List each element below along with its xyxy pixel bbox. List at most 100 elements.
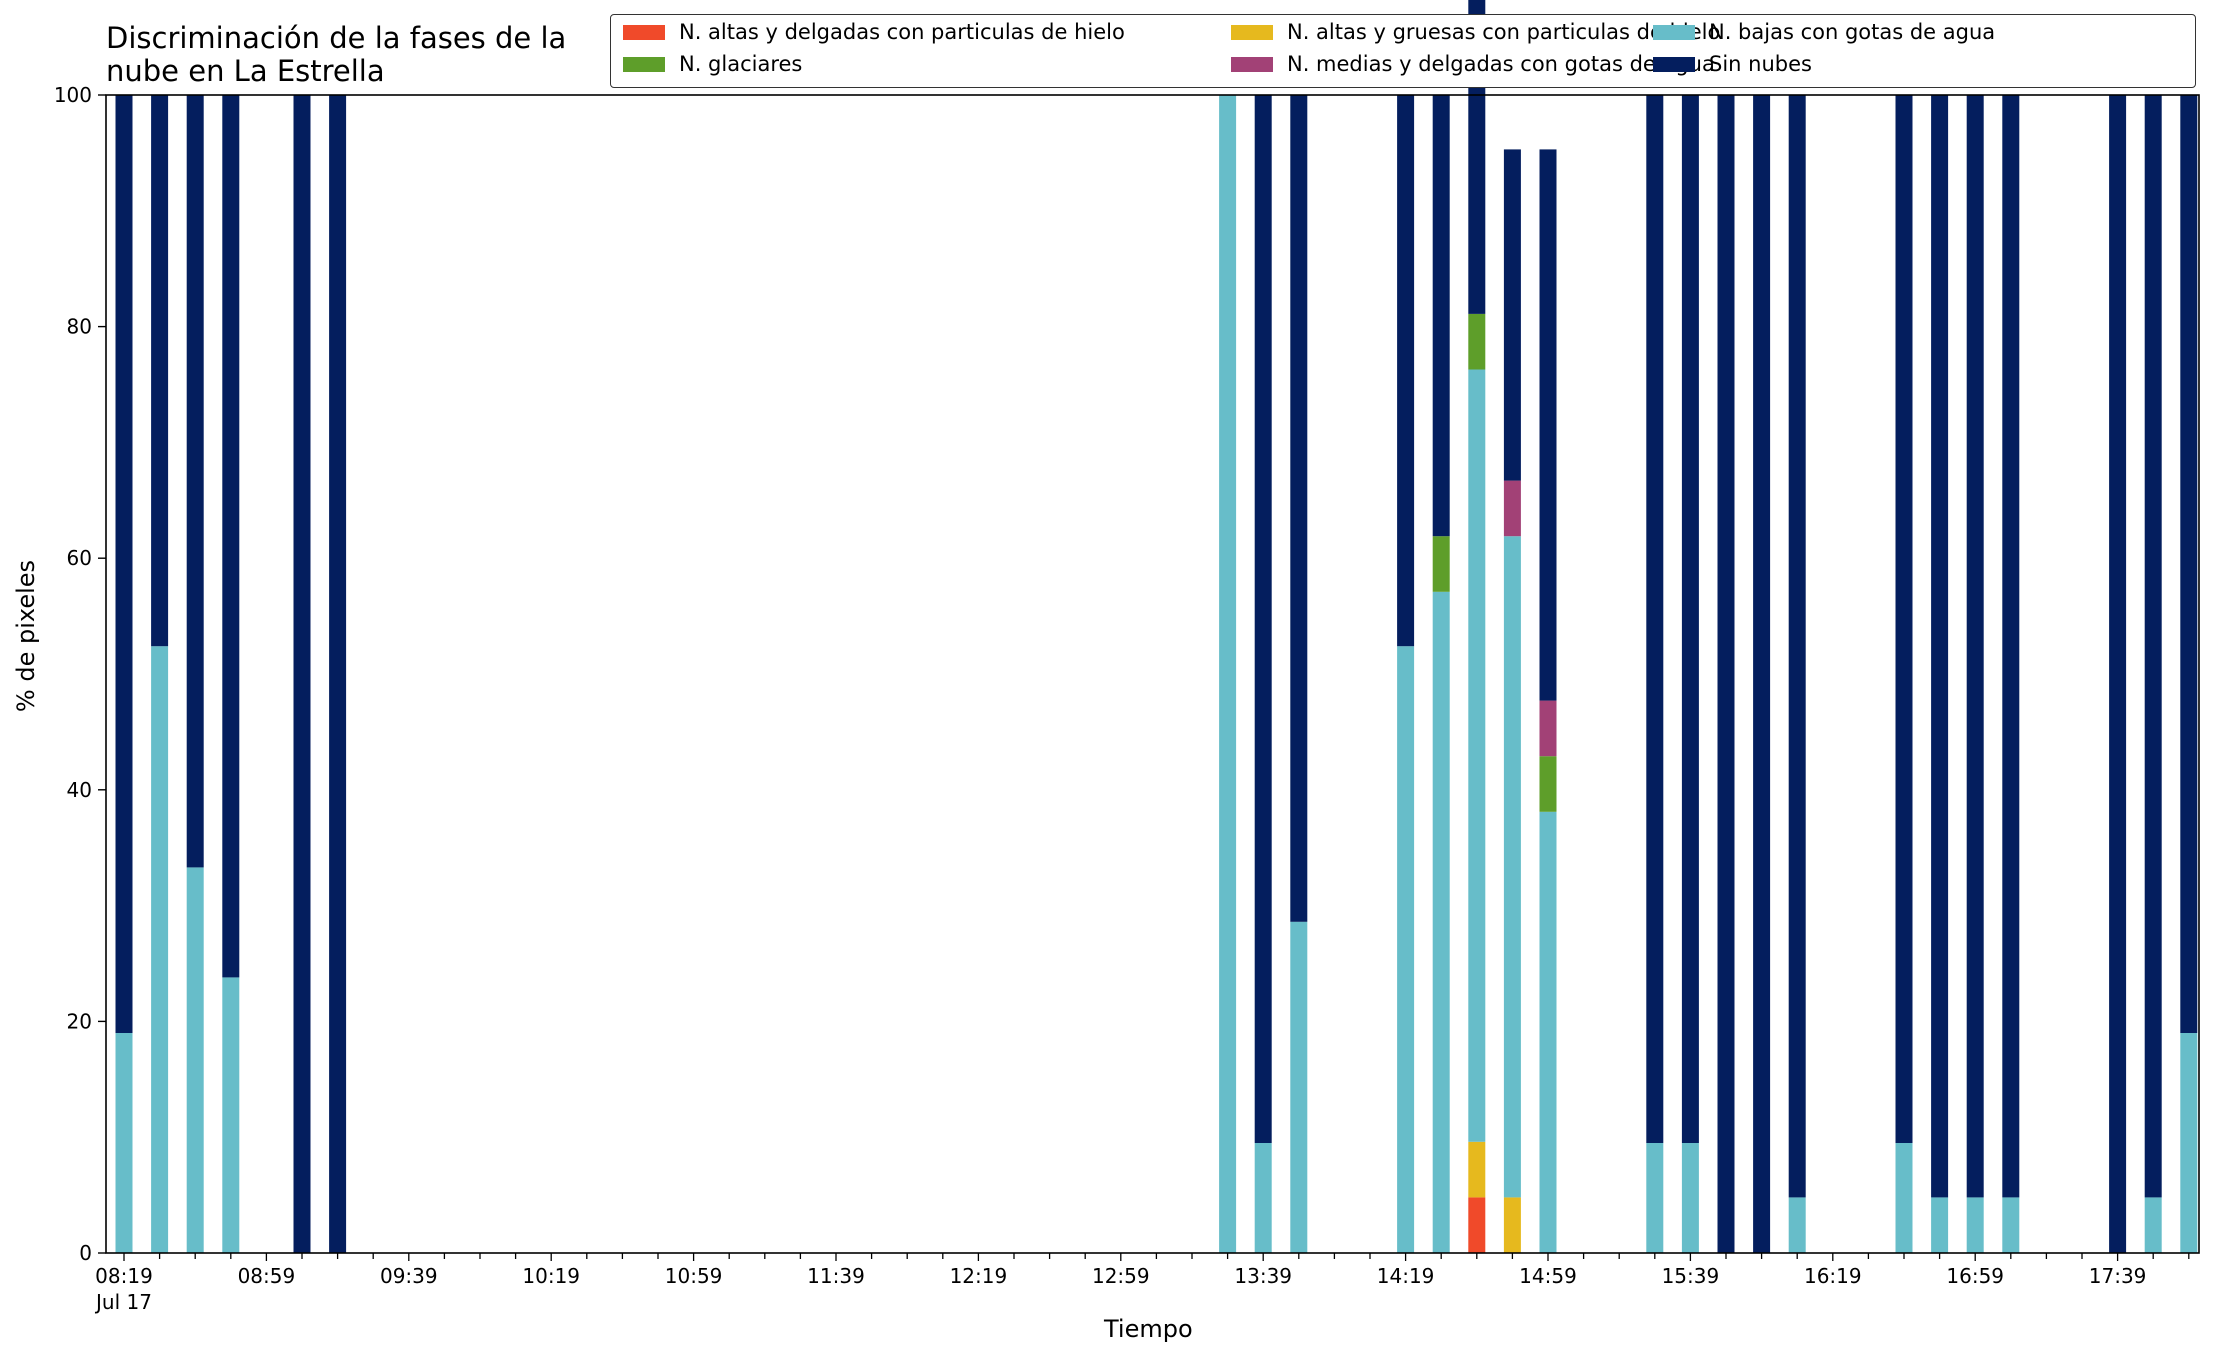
bar-segment-08:29-series-5 — [151, 95, 169, 647]
bar-segment-16:39-series-5 — [1895, 95, 1913, 1143]
legend-swatch-1 — [1231, 24, 1273, 40]
bar-segment-15:29-series-2 — [1646, 1143, 1664, 1253]
legend-label-2: N. bajas con gotas de agua — [1709, 20, 1996, 44]
legend-item-3: N. glaciares — [623, 52, 802, 76]
y-tick-label-60: 60 — [67, 546, 92, 570]
bar-segment-14:39-series-2 — [1468, 369, 1486, 1142]
bar-segment-14:49-series-1 — [1503, 1197, 1521, 1253]
chart-title: Discriminación de la fases de la nube en… — [106, 21, 567, 88]
bar-segment-14:49-series-2 — [1503, 536, 1521, 1198]
bar-segment-16:59-series-5 — [1966, 95, 1984, 1198]
legend-label-4: N. medias y delgadas con gotas de agua — [1287, 52, 1715, 76]
bar-segment-14:29-series-3 — [1432, 536, 1450, 592]
y-axis: 0 20 40 60 80 100 — [54, 83, 106, 1265]
legend-label-1: N. altas y gruesas con particulas de hie… — [1287, 20, 1721, 44]
bar-segment-17:49-series-5 — [2144, 95, 2162, 1198]
x-tick-sublabel: Jul 17 — [94, 1290, 152, 1314]
bar-segment-15:59-series-5 — [1753, 95, 1771, 1253]
bar-segment-17:39-series-5 — [2109, 95, 2127, 1253]
x-tick-label-08:19: 08:19 — [95, 1264, 153, 1288]
bar-segment-15:39-series-2 — [1681, 1143, 1699, 1253]
x-tick-label-17:39: 17:39 — [2089, 1264, 2147, 1288]
x-tick-label-08:59: 08:59 — [238, 1264, 296, 1288]
bar-segment-16:49-series-2 — [1931, 1197, 1949, 1253]
legend-item-5: Sin nubes — [1653, 52, 1812, 76]
bar-segment-08:19-series-5 — [115, 95, 133, 1033]
x-tick-label-14:19: 14:19 — [1377, 1264, 1435, 1288]
x-tick-label-12:59: 12:59 — [1092, 1264, 1150, 1288]
bar-segment-17:09-series-2 — [2002, 1197, 2020, 1253]
legend-item-1: N. altas y gruesas con particulas de hie… — [1231, 20, 1720, 44]
bar-segment-16:49-series-5 — [1931, 95, 1949, 1198]
bar-segment-14:39-series-3 — [1468, 313, 1486, 370]
legend-swatch-3 — [623, 56, 665, 72]
bar-segment-14:49-series-4 — [1503, 480, 1521, 537]
bar-segment-16:39-series-2 — [1895, 1143, 1913, 1253]
bar-segment-08:39-series-2 — [186, 867, 204, 1253]
x-tick-label-16:59: 16:59 — [1946, 1264, 2004, 1288]
x-tick-label-12:19: 12:19 — [950, 1264, 1008, 1288]
legend-item-0: N. altas y delgadas con particulas de hi… — [623, 20, 1125, 44]
x-axis-label: Tiempo — [1104, 1315, 1193, 1343]
legend-item-2: N. bajas con gotas de agua — [1653, 20, 1995, 44]
plot-frame — [105, 94, 2200, 1254]
bar-segment-17:49-series-2 — [2144, 1197, 2162, 1253]
x-tick-label-10:19: 10:19 — [522, 1264, 580, 1288]
bars-layer — [115, 0, 2198, 1253]
bar-segment-08:49-series-5 — [222, 95, 240, 978]
bar-segment-15:49-series-5 — [1717, 95, 1735, 1253]
x-tick-label-16:19: 16:19 — [1804, 1264, 1862, 1288]
bar-segment-14:29-series-5 — [1432, 95, 1450, 537]
x-tick-label-13:39: 13:39 — [1234, 1264, 1292, 1288]
bar-segment-13:49-series-5 — [1290, 95, 1308, 922]
bar-segment-08:29-series-2 — [151, 646, 169, 1253]
x-tick-label-15:39: 15:39 — [1662, 1264, 1720, 1288]
legend-swatch-4 — [1231, 56, 1273, 72]
bar-segment-09:19-series-5 — [329, 95, 347, 1253]
x-tick-label-11:39: 11:39 — [807, 1264, 865, 1288]
bar-segment-08:19-series-2 — [115, 1033, 133, 1253]
bar-segment-13:39-series-5 — [1254, 95, 1272, 1143]
bar-segment-09:09-series-5 — [293, 95, 311, 1253]
y-axis-label: % de pixeles — [12, 559, 40, 713]
bar-segment-14:59-series-5 — [1539, 149, 1557, 701]
legend-label-3: N. glaciares — [679, 52, 803, 76]
bar-segment-15:29-series-5 — [1646, 95, 1664, 1143]
y-tick-label-20: 20 — [67, 1009, 92, 1033]
legend-swatch-0 — [623, 24, 665, 40]
y-tick-label-40: 40 — [67, 778, 92, 802]
y-tick-label-100: 100 — [54, 83, 92, 107]
x-tick-label-10:59: 10:59 — [665, 1264, 723, 1288]
y-tick-label-0: 0 — [79, 1241, 92, 1265]
bar-segment-14:19-series-5 — [1397, 95, 1415, 647]
bar-segment-14:49-series-5 — [1503, 149, 1521, 481]
bar-segment-08:39-series-5 — [186, 95, 204, 868]
bar-segment-13:39-series-2 — [1254, 1143, 1272, 1253]
bar-segment-14:39-series-1 — [1468, 1141, 1486, 1198]
y-tick-label-80: 80 — [67, 315, 92, 339]
x-axis: 08:19 08:59 09:39 10:19 10:59 11:39 12:19 12:59… — [94, 1253, 2190, 1314]
bar-segment-17:59-series-5 — [2180, 95, 2198, 1033]
bar-segment-14:59-series-2 — [1539, 811, 1557, 1253]
bar-segment-14:59-series-3 — [1539, 756, 1557, 812]
bar-segment-16:09-series-2 — [1788, 1197, 1806, 1253]
legend-item-4: N. medias y delgadas con gotas de agua — [1231, 52, 1715, 76]
x-tick-label-09:39: 09:39 — [380, 1264, 438, 1288]
bar-segment-16:09-series-5 — [1788, 95, 1806, 1198]
bar-segment-13:29-series-2 — [1219, 95, 1237, 1253]
legend-swatch-2 — [1653, 24, 1695, 40]
bar-segment-14:59-series-4 — [1539, 700, 1557, 757]
bar-segment-17:59-series-2 — [2180, 1033, 2198, 1253]
legend: N. altas y delgadas con particulas de hi… — [610, 14, 2196, 88]
bar-segment-16:59-series-2 — [1966, 1197, 1984, 1253]
legend-label-5: Sin nubes — [1709, 52, 1812, 76]
legend-swatch-5 — [1653, 56, 1695, 72]
bar-segment-08:49-series-2 — [222, 977, 240, 1253]
bar-segment-13:49-series-2 — [1290, 921, 1308, 1253]
bar-segment-17:09-series-5 — [2002, 95, 2020, 1198]
bar-segment-14:19-series-2 — [1397, 646, 1415, 1253]
bar-segment-14:39-series-0 — [1468, 1197, 1486, 1253]
legend-label-0: N. altas y delgadas con particulas de hi… — [679, 20, 1125, 44]
bar-segment-15:39-series-5 — [1681, 95, 1699, 1143]
